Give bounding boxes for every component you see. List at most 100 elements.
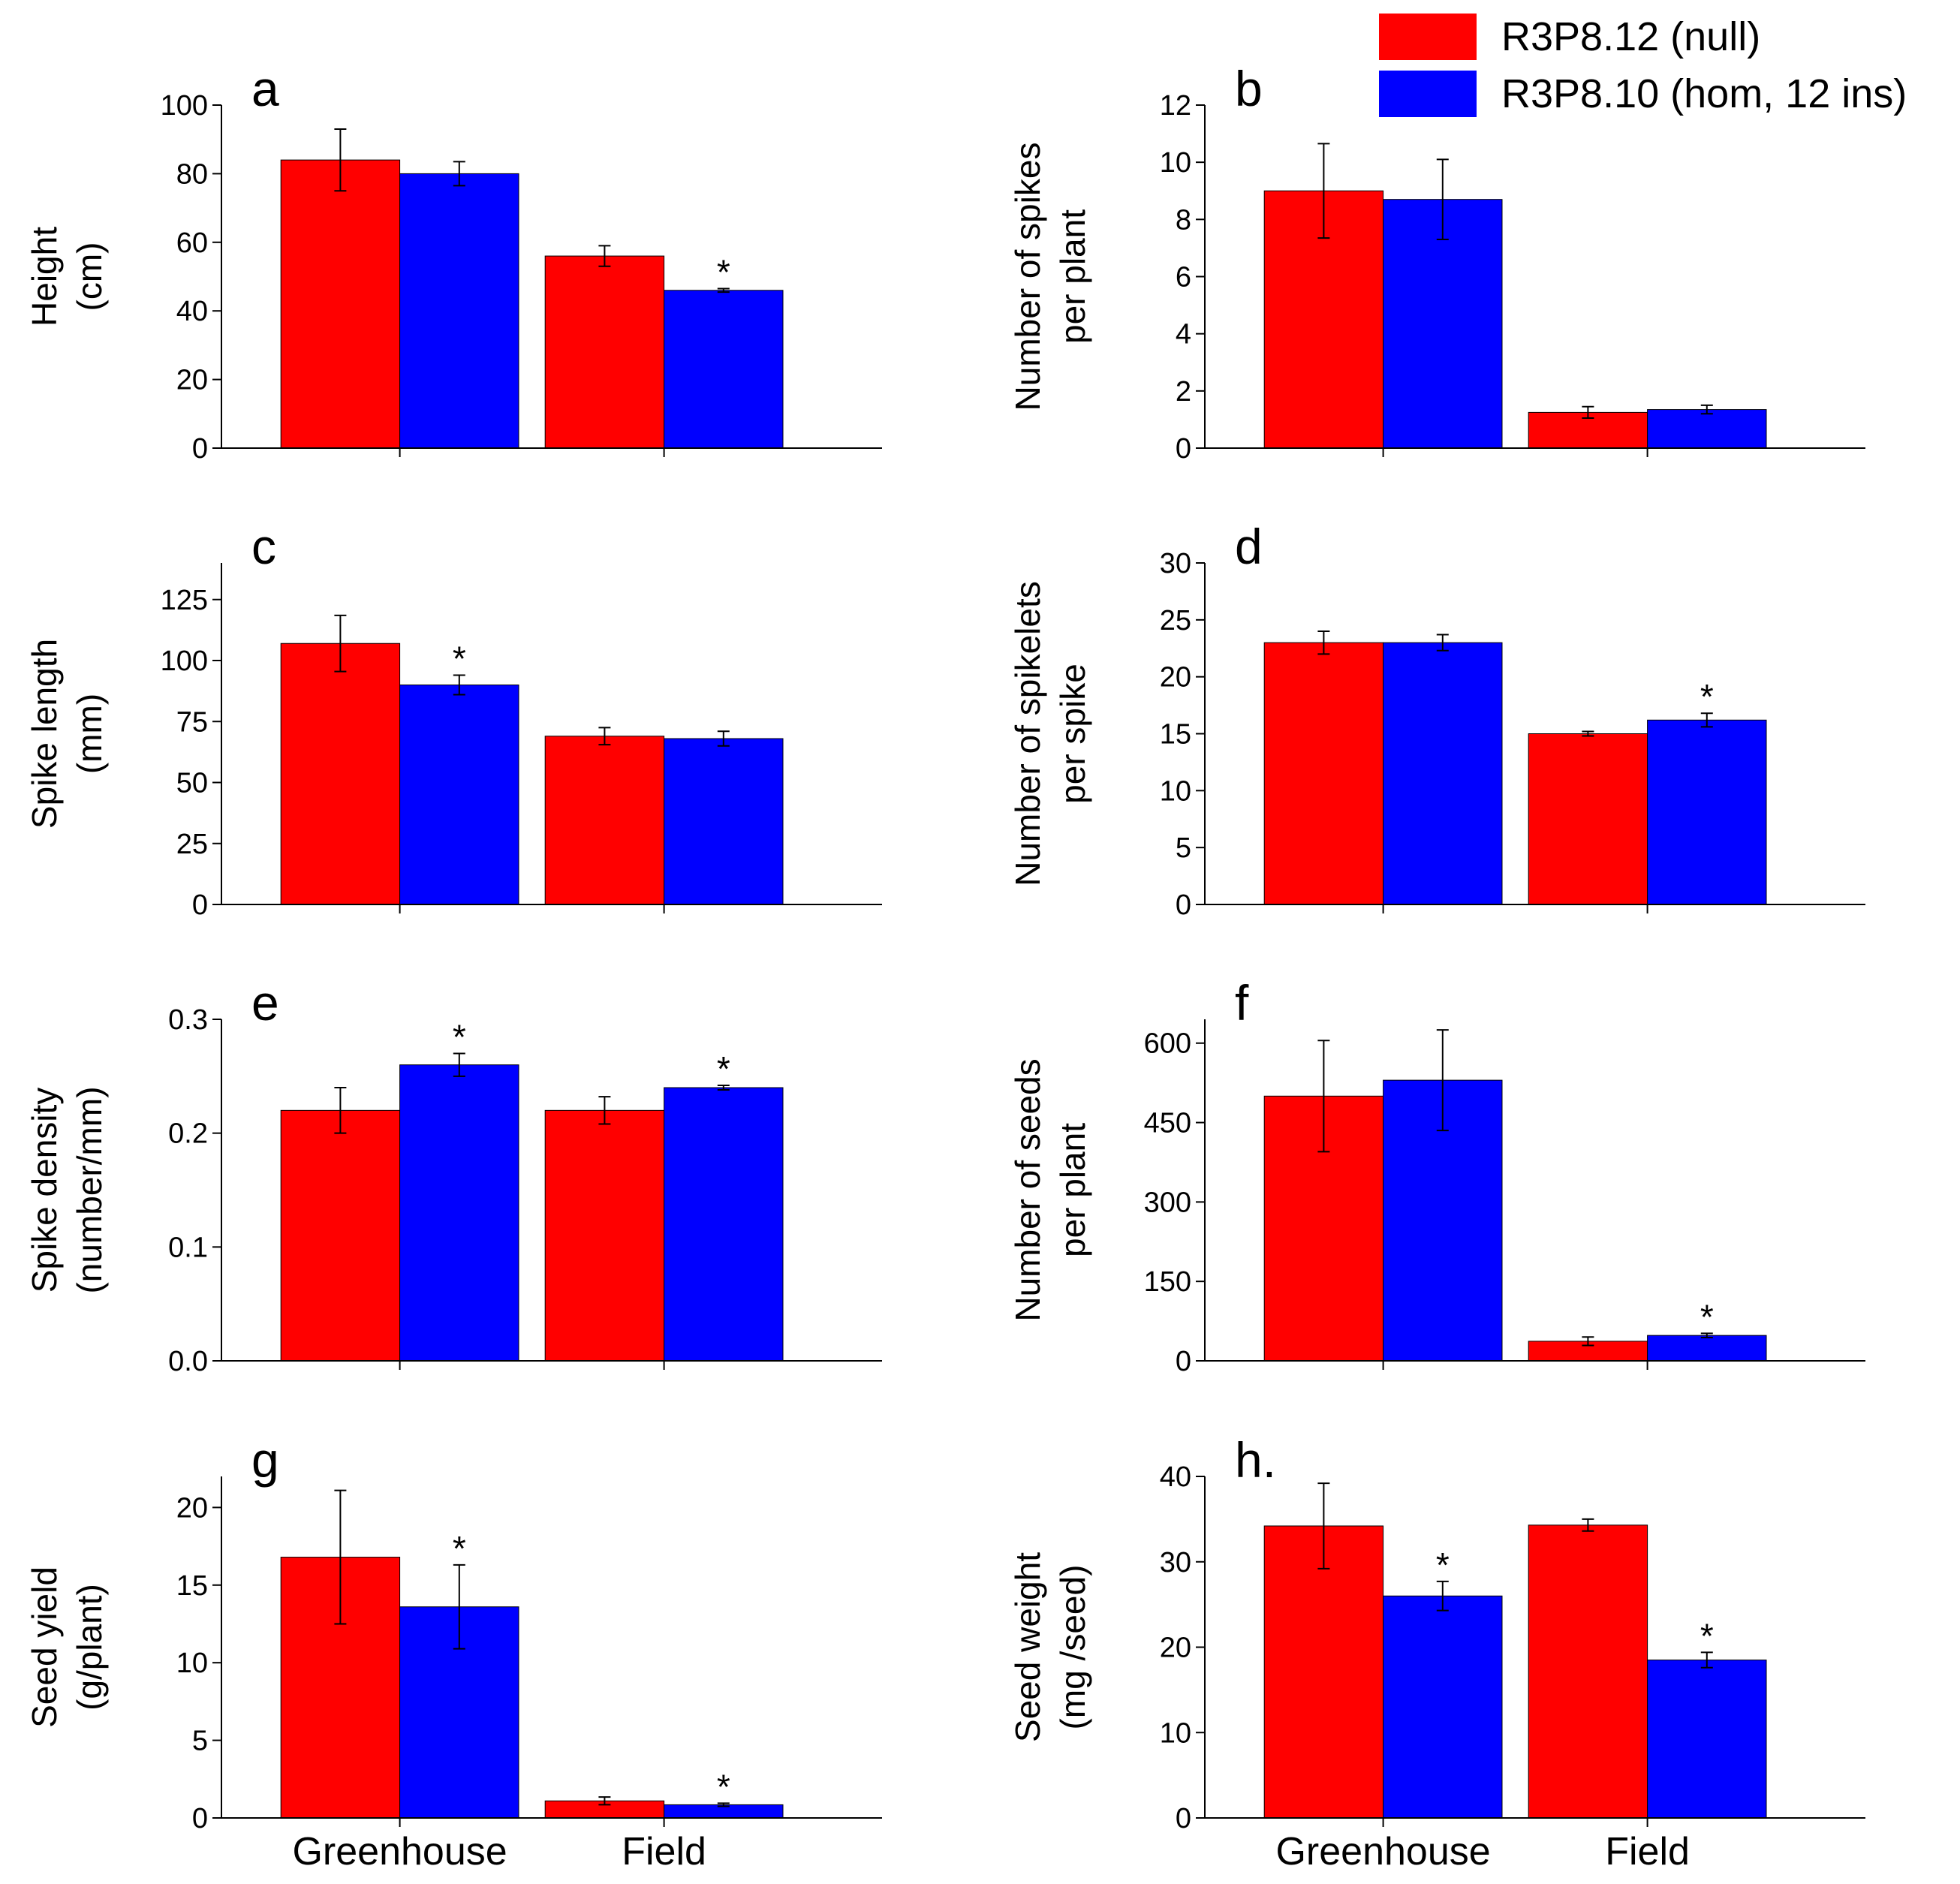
y-tick-label: 0.0	[168, 1346, 208, 1377]
y-tick-label: 0.2	[168, 1118, 208, 1150]
legend-swatch-hom	[1379, 71, 1477, 117]
y-tick-label: 0	[1176, 1346, 1191, 1377]
y-tick-label: 50	[176, 768, 208, 799]
bar-f-hom-field	[1647, 1335, 1767, 1362]
panel-e: * * 0.0 0.1 0.2 0.3 e Spike density (number/mm)	[25, 975, 882, 1377]
y-tick-label: 10	[1160, 775, 1191, 807]
bar-e-null-field	[544, 1109, 665, 1362]
y-tick-label: 125	[161, 585, 208, 616]
x-category-label: Greenhouse	[1275, 1830, 1490, 1873]
y-axis-title: Number of seeds	[1008, 1058, 1047, 1321]
bar-d-hom-field	[1647, 719, 1767, 905]
y-tick-label: 150	[1144, 1266, 1191, 1298]
bar-c-hom-greenhouse	[399, 685, 519, 905]
significance-star: *	[1700, 677, 1714, 716]
panel-d: * 0 5 10 15 20 25 30 d Number of spikelets per spi…	[1008, 519, 1865, 921]
y-tick-label: 4	[1176, 319, 1191, 351]
y-tick-label: 0	[192, 433, 208, 465]
bar-a-null-field	[544, 255, 665, 449]
y-tick-label: 600	[1144, 1028, 1191, 1060]
y-axis-title: per spike	[1053, 664, 1092, 804]
y-axis-title: (number/mm)	[70, 1086, 109, 1293]
y-axis-title: Spike length	[25, 639, 64, 829]
y-tick-label: 2	[1176, 376, 1191, 408]
y-tick-label: 25	[176, 829, 208, 860]
panel-label: e	[251, 975, 279, 1031]
y-tick-label: 40	[176, 296, 208, 327]
panel-label: d	[1235, 519, 1263, 574]
significance-star: *	[717, 252, 730, 291]
panel-f: * 0 150 300 450 600 f Number of seeds per plant	[1008, 975, 1865, 1377]
y-tick-label: 60	[176, 227, 208, 259]
y-axis-title: (g/plant)	[70, 1584, 109, 1711]
panel-g: * * 0 5 10 15 20 Greenhouse Field g Seed yield (g/p…	[25, 1432, 882, 1873]
legend-label-null: R3P8.12 (null)	[1501, 14, 1760, 59]
x-category-label: Field	[1605, 1830, 1690, 1873]
bar-b-hom-field	[1647, 409, 1767, 449]
bar-c-hom-field	[664, 738, 784, 905]
y-tick-label: 100	[161, 90, 208, 122]
bar-a-hom-field	[664, 290, 784, 449]
y-tick-label: 8	[1176, 204, 1191, 236]
legend-label-hom: R3P8.10 (hom, 12 ins)	[1501, 71, 1907, 116]
y-axis-title: (mg /seed)	[1053, 1565, 1092, 1730]
panel-label: g	[251, 1432, 279, 1488]
bar-a-hom-greenhouse	[399, 173, 519, 449]
y-tick-label: 0	[1176, 433, 1191, 465]
legend-swatch-null	[1379, 14, 1477, 60]
panel-b: 0 2 4 6 8 10 12 b Number of spikes per plant	[1008, 61, 1865, 465]
significance-star: *	[717, 1049, 730, 1088]
significance-star: *	[1700, 1616, 1714, 1655]
y-tick-label: 0	[192, 1803, 208, 1834]
y-axis-title: per plant	[1053, 1123, 1092, 1257]
y-tick-label: 100	[161, 646, 208, 677]
x-category-label: Greenhouse	[292, 1830, 507, 1873]
panel-label: b	[1235, 61, 1263, 116]
bar-e-null-greenhouse	[280, 1109, 401, 1362]
y-tick-label: 20	[176, 1492, 208, 1524]
y-tick-label: 300	[1144, 1187, 1191, 1218]
y-axis-title: Number of spikes	[1008, 143, 1047, 411]
y-tick-label: 450	[1144, 1108, 1191, 1139]
x-category-label: Field	[622, 1830, 706, 1873]
legend: R3P8.12 (null) R3P8.10 (hom, 12 ins)	[1379, 14, 1907, 117]
y-tick-label: 40	[1160, 1461, 1191, 1493]
bar-h-hom-greenhouse	[1383, 1595, 1503, 1819]
y-tick-label: 15	[176, 1570, 208, 1602]
bar-c-null-field	[544, 736, 665, 905]
y-tick-label: 0	[192, 889, 208, 921]
y-tick-label: 5	[1176, 832, 1191, 864]
y-tick-label: 6	[1176, 262, 1191, 293]
y-tick-label: 10	[1160, 147, 1191, 179]
bar-e-hom-greenhouse	[399, 1064, 519, 1362]
y-axis-title: (cm)	[70, 242, 109, 311]
y-tick-label: 0.1	[168, 1232, 208, 1263]
bar-c-null-greenhouse	[280, 643, 401, 905]
significance-star: *	[453, 1018, 466, 1057]
significance-star: *	[1700, 1297, 1714, 1336]
significance-star: *	[717, 1767, 730, 1806]
bar-d-hom-greenhouse	[1383, 642, 1503, 905]
panel-label: c	[251, 519, 276, 574]
y-axis-title: Seed yield	[25, 1566, 64, 1728]
y-tick-label: 75	[176, 706, 208, 738]
bar-b-hom-greenhouse	[1383, 199, 1503, 449]
y-axis-title: Spike density	[25, 1088, 64, 1293]
y-tick-label: 0	[1176, 889, 1191, 921]
y-tick-label: 30	[1160, 1547, 1191, 1579]
y-tick-label: 10	[176, 1648, 208, 1679]
y-axis-title: (mm)	[70, 694, 109, 774]
bar-d-null-greenhouse	[1263, 642, 1384, 905]
y-tick-label: 80	[176, 158, 208, 190]
significance-star: *	[1436, 1545, 1450, 1585]
panel-c: * 0 25 50 75 100 125 c Spike length (mm)	[25, 519, 882, 921]
bar-h-hom-field	[1647, 1660, 1767, 1819]
y-tick-label: 20	[176, 365, 208, 396]
panel-label: h.	[1235, 1432, 1276, 1488]
significance-star: *	[453, 640, 466, 679]
panel-label: a	[251, 61, 279, 116]
y-tick-label: 30	[1160, 548, 1191, 579]
y-axis-title: Seed weight	[1008, 1552, 1047, 1742]
bar-a-null-greenhouse	[280, 159, 401, 449]
